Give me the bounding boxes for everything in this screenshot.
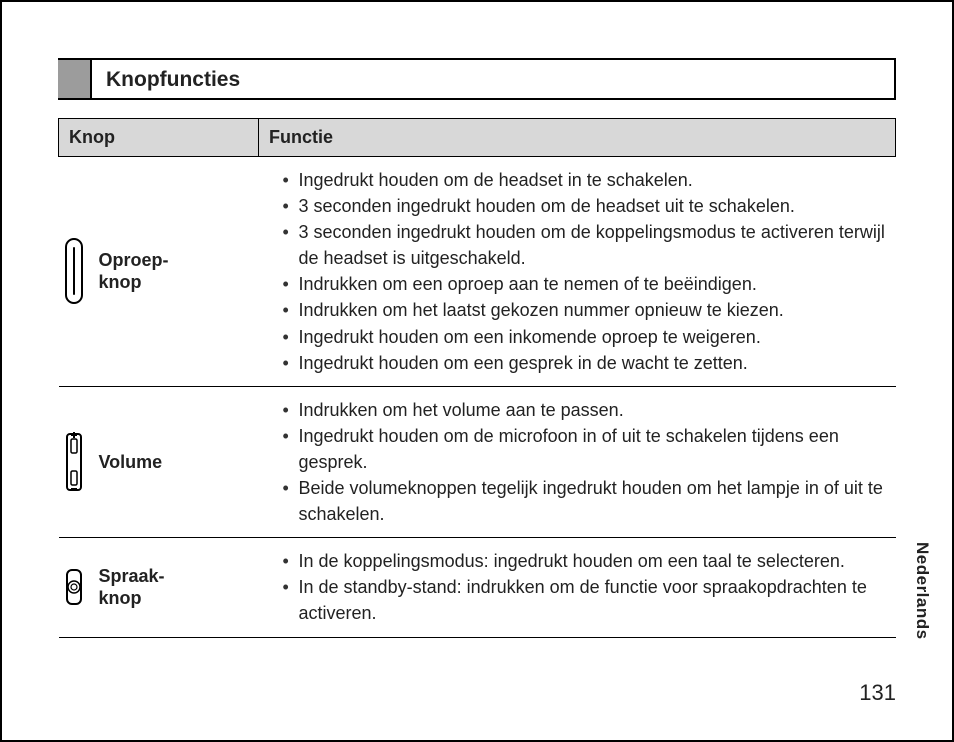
knop-cell: Oproep- knop bbox=[59, 157, 259, 387]
table-row: Oproep- knop Ingedrukt houden om de head… bbox=[59, 157, 896, 387]
knop-label-line2: knop bbox=[99, 272, 142, 292]
functions-table: Knop Functie Oproep- bbox=[58, 118, 896, 638]
voice-button-icon bbox=[63, 567, 85, 607]
language-side-label: Nederlands bbox=[912, 542, 932, 640]
functie-cell: Indrukken om het volume aan te passen. I… bbox=[259, 386, 896, 537]
knop-label-line1: Spraak- bbox=[99, 566, 165, 586]
knop-cell: Spraak- knop bbox=[59, 538, 259, 637]
list-item: Indrukken om het laatst gekozen nummer o… bbox=[283, 297, 888, 323]
functie-cell: In de koppelingsmodus: ingedrukt houden … bbox=[259, 538, 896, 637]
header-functie: Functie bbox=[259, 119, 896, 157]
list-item: Indrukken om het volume aan te passen. bbox=[283, 397, 888, 423]
list-item: Ingedrukt houden om de microfoon in of u… bbox=[283, 423, 888, 475]
volume-button-icon bbox=[63, 431, 85, 493]
function-list: Ingedrukt houden om de headset in te sch… bbox=[263, 167, 888, 376]
table-row: Spraak- knop In de koppelingsmodus: inge… bbox=[59, 538, 896, 637]
functie-cell: Ingedrukt houden om de headset in te sch… bbox=[259, 157, 896, 387]
list-item: 3 seconden ingedrukt houden om de headse… bbox=[283, 193, 888, 219]
page-number: 131 bbox=[859, 680, 896, 706]
function-list: In de koppelingsmodus: ingedrukt houden … bbox=[263, 548, 888, 626]
manual-page: Knopfuncties Knop Functie bbox=[0, 0, 954, 742]
knop-cell: Volume bbox=[59, 386, 259, 537]
list-item: In de standby-stand: indrukken om de fun… bbox=[283, 574, 888, 626]
table-header-row: Knop Functie bbox=[59, 119, 896, 157]
list-item: 3 seconden ingedrukt houden om de koppel… bbox=[283, 219, 888, 271]
list-item: Ingedrukt houden om een inkomende oproep… bbox=[283, 324, 888, 350]
table-row: Volume Indrukken om het volume aan te pa… bbox=[59, 386, 896, 537]
list-item: Ingedrukt houden om de headset in te sch… bbox=[283, 167, 888, 193]
knop-label-line1: Oproep- bbox=[99, 250, 169, 270]
list-item: Indrukken om een oproep aan te nemen of … bbox=[283, 271, 888, 297]
function-list: Indrukken om het volume aan te passen. I… bbox=[263, 397, 888, 527]
list-item: Ingedrukt houden om een gesprek in de wa… bbox=[283, 350, 888, 376]
list-item: Beide volumeknoppen tegelijk ingedrukt h… bbox=[283, 475, 888, 527]
section-title-tab bbox=[58, 60, 92, 98]
call-button-icon bbox=[63, 236, 85, 306]
knop-label-line1: Volume bbox=[99, 452, 163, 472]
section-title: Knopfuncties bbox=[92, 60, 240, 98]
list-item: In de koppelingsmodus: ingedrukt houden … bbox=[283, 548, 888, 574]
header-knop: Knop bbox=[59, 119, 259, 157]
section-title-bar: Knopfuncties bbox=[58, 58, 896, 100]
knop-label-line2: knop bbox=[99, 588, 142, 608]
